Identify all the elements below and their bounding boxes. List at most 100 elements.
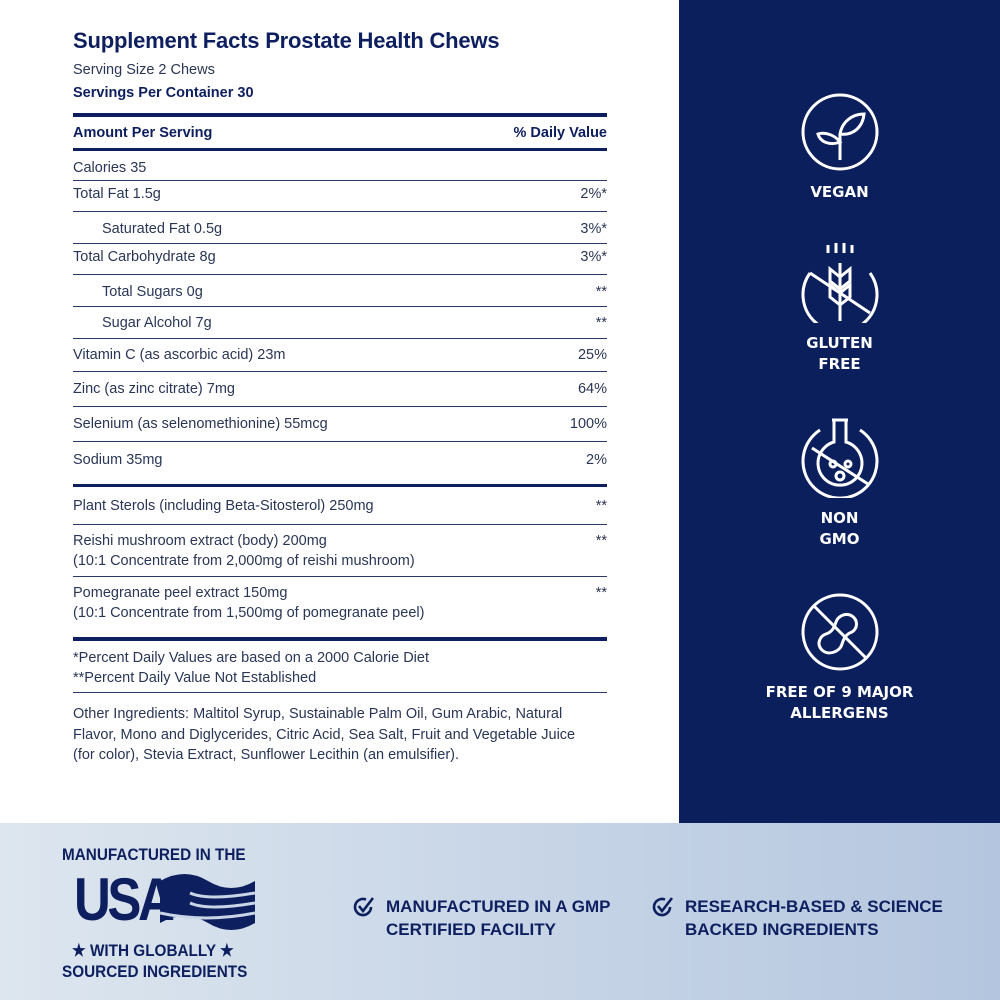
nutrient-label: Plant Sterols (including Beta-Sitosterol… <box>73 498 374 514</box>
badges-panel: VEGAN GLUTEN FREE NON GMO FREE OF 9 MAJO… <box>679 0 1000 823</box>
divider <box>73 113 607 117</box>
feature-text: BACKED INGREDIENTS <box>685 920 879 939</box>
footnotes: *Percent Daily Values are based on a 200… <box>73 648 429 688</box>
badge-label: GLUTEN <box>806 334 873 352</box>
nutrient-label: Zinc (as zinc citrate) 7mg <box>73 381 235 397</box>
divider <box>73 576 607 577</box>
nutrient-label: Vitamin C (as ascorbic acid) 23m <box>73 347 286 363</box>
daily-value: 25% <box>577 347 607 363</box>
check-circle-icon <box>353 897 375 917</box>
badge-label: FREE OF 9 MAJOR <box>765 683 914 701</box>
table-header: Amount Per Serving % Daily Value <box>73 123 607 143</box>
nutrient-name: Selenium (as selenomethionine) 55mcg <box>73 414 328 434</box>
daily-value: 64% <box>577 381 607 397</box>
page-title: Supplement Facts Prostate Health Chews <box>73 28 500 53</box>
daily-value: ** <box>595 498 607 514</box>
amount-header: Amount Per Serving <box>73 125 213 141</box>
divider <box>73 406 607 407</box>
feature-text: CERTIFIED FACILITY <box>386 920 556 939</box>
nutrient-row: Zinc (as zinc citrate) 7mg 64% <box>73 379 607 399</box>
usa-logo: USA <box>74 866 175 933</box>
nutrient-row: Total Fat 1.5g 2%* <box>73 184 607 204</box>
usa-top-text: MANUFACTURED IN THE <box>62 845 246 864</box>
peanut-crossed-icon <box>801 593 878 671</box>
daily-value: 2% <box>586 452 607 468</box>
nutrient-label: Total Carbohydrate 8g <box>73 249 216 265</box>
feature-gmp: MANUFACTURED IN A GMP CERTIFIED FACILITY <box>352 895 610 941</box>
nutrient-name: Total Sugars 0g <box>73 282 203 302</box>
nutrient-name: Pomegranate peel extract 150mg (10:1 Conc… <box>73 583 424 623</box>
feature-research: RESEARCH-BASED & SCIENCE BACKED INGREDIEN… <box>651 895 943 941</box>
badge-label: NON <box>820 509 859 527</box>
daily-value: 100% <box>569 416 607 432</box>
footnote: *Percent Daily Values are based on a 200… <box>73 650 429 666</box>
nutrient-name: Plant Sterols (including Beta-Sitosterol… <box>73 496 374 516</box>
footnote: **Percent Daily Value Not Established <box>73 670 317 686</box>
flag-icon <box>160 874 255 930</box>
nutrient-label: Saturated Fat 0.5g <box>102 221 223 237</box>
nutrient-row: Saturated Fat 0.5g 3%* <box>73 219 607 239</box>
serving-size: Serving Size 2 Chews <box>73 62 215 78</box>
badge-vegan: VEGAN <box>679 92 1000 203</box>
divider <box>73 306 607 307</box>
nutrient-name: Zinc (as zinc citrate) 7mg <box>73 379 235 399</box>
servings-per-container: Servings Per Container 30 <box>73 85 254 101</box>
nutrient-name: Sodium 35mg <box>73 450 162 470</box>
divider <box>73 338 607 339</box>
nutrient-row: Reishi mushroom extract (body) 200mg (10:… <box>73 531 607 571</box>
usa-bottom-text: SOURCED INGREDIENTS <box>62 962 248 981</box>
nutrient-label: Total Fat 1.5g <box>73 186 161 202</box>
badge-gluten-free: GLUTEN FREE <box>679 243 1000 375</box>
divider <box>73 180 607 181</box>
daily-value: 3%* <box>580 221 607 237</box>
nutrient-label: Pomegranate peel extract 150mg <box>73 585 288 601</box>
divider <box>73 692 607 693</box>
nutrient-row: Sugar Alcohol 7g ** <box>73 313 607 333</box>
divider <box>73 243 607 244</box>
divider <box>73 484 607 487</box>
nutrient-row: Total Carbohydrate 8g 3%* <box>73 247 607 267</box>
divider <box>73 274 607 275</box>
nutrient-name: Vitamin C (as ascorbic acid) 23m <box>73 345 285 365</box>
divider <box>73 441 607 442</box>
ingredients-line: Other Ingredients: Maltitol Syrup, Susta… <box>73 706 563 722</box>
leaf-icon <box>801 93 878 171</box>
other-ingredients: Other Ingredients: Maltitol Syrup, Susta… <box>73 704 575 766</box>
badge-label: FREE <box>818 355 861 373</box>
badge-label: VEGAN <box>810 183 869 201</box>
usa-mid-text: ★ WITH GLOBALLY ★ <box>72 941 234 960</box>
daily-value: 3%* <box>580 249 607 265</box>
nutrient-row: Pomegranate peel extract 150mg (10:1 Conc… <box>73 583 607 623</box>
nutrient-sub: (10:1 Concentrate from 2,000mg of reishi… <box>73 553 415 569</box>
bottom-band: MANUFACTURED IN THE USA ★ WITH GLOBALLY … <box>0 823 1000 1000</box>
divider <box>73 637 607 641</box>
nutrient-label: Sodium 35mg <box>73 452 163 468</box>
daily-value: ** <box>595 315 607 331</box>
ingredients-line: (for color), Stevia Extract, Sunflower L… <box>73 747 459 763</box>
nutrient-label: Sugar Alcohol 7g <box>102 315 212 331</box>
feature-text: MANUFACTURED IN A GMP <box>386 897 611 916</box>
nutrient-row: Total Sugars 0g ** <box>73 282 607 302</box>
nutrient-name: Calories 35 <box>73 158 146 178</box>
flask-crossed-icon <box>801 418 878 498</box>
daily-value: ** <box>595 533 607 549</box>
badge-label: GMO <box>819 530 860 548</box>
nutrient-label: Total Sugars 0g <box>102 284 203 300</box>
wheat-crossed-icon <box>801 243 878 323</box>
nutrient-name: Saturated Fat 0.5g <box>73 219 222 239</box>
nutrient-label: Selenium (as selenomethionine) 55mcg <box>73 416 328 432</box>
badge-non-gmo: NON GMO <box>679 418 1000 550</box>
nutrient-name: Reishi mushroom extract (body) 200mg (10:… <box>73 531 415 571</box>
check-circle-icon <box>652 897 674 917</box>
daily-value: ** <box>595 284 607 300</box>
nutrient-name: Total Fat 1.5g <box>73 184 161 204</box>
nutrient-sub: (10:1 Concentrate from 1,500mg of pomegr… <box>73 605 425 621</box>
nutrient-row: Calories 35 <box>73 158 607 178</box>
daily-value: ** <box>595 585 607 601</box>
badge-allergen-free: FREE OF 9 MAJOR ALLERGENS <box>679 592 1000 724</box>
nutrient-name: Total Carbohydrate 8g <box>73 247 216 267</box>
nutrient-row: Sodium 35mg 2% <box>73 450 607 470</box>
nutrient-label: Calories 35 <box>73 160 147 176</box>
nutrient-row: Selenium (as selenomethionine) 55mcg 100% <box>73 414 607 434</box>
daily-value: 2%* <box>580 186 607 202</box>
